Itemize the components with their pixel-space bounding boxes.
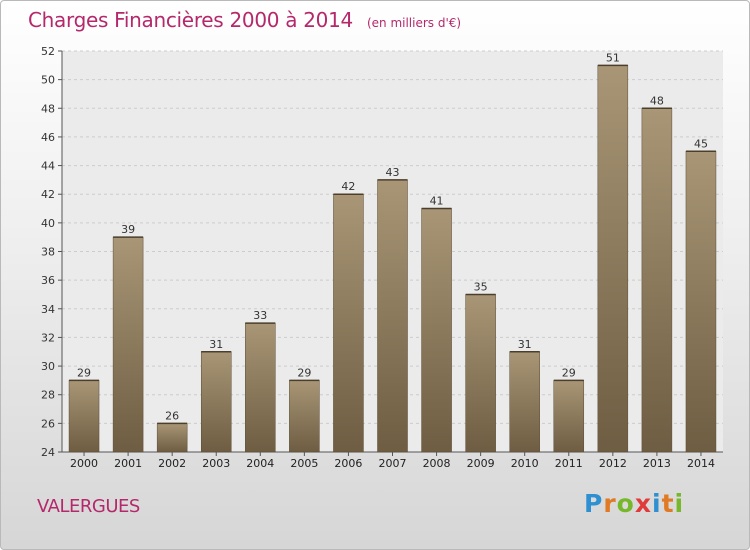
y-tick-label: 40 <box>41 217 55 230</box>
x-tick-label: 2005 <box>290 457 318 470</box>
x-tick-label: 2008 <box>423 457 451 470</box>
chart-title: Charges Financières 2000 à 2014 (en milli… <box>28 8 461 32</box>
x-tick-label: 2007 <box>379 457 407 470</box>
x-tick-label: 2006 <box>334 457 362 470</box>
bar-2005 <box>289 380 320 453</box>
logo-letter: t <box>661 489 675 518</box>
x-tick-label: 2000 <box>70 457 98 470</box>
logo-letter: i <box>674 489 685 518</box>
logo-letter: i <box>652 489 662 518</box>
y-tick-label: 42 <box>41 188 55 201</box>
data-label: 42 <box>341 180 355 193</box>
x-tick-label: 2010 <box>511 457 539 470</box>
bar-2000 <box>68 380 100 453</box>
bar-2001 <box>112 236 144 453</box>
bar-2010 <box>509 351 540 453</box>
x-tick-label: 2013 <box>643 457 671 470</box>
y-tick-label: 46 <box>41 131 55 144</box>
logo-letter: P <box>584 489 604 518</box>
data-label: 45 <box>694 137 708 150</box>
logo-letter: r <box>603 489 617 518</box>
proxiti-logo: Proxiti <box>584 489 684 518</box>
data-label: 35 <box>474 280 488 293</box>
bar-2006 <box>333 193 364 453</box>
data-label: 31 <box>518 338 532 351</box>
y-tick-label: 26 <box>41 417 55 430</box>
bar-2007 <box>377 179 408 453</box>
x-tick-label: 2012 <box>599 457 627 470</box>
bar-2014 <box>685 151 717 453</box>
x-tick-label: 2014 <box>687 457 715 470</box>
y-tick-label: 44 <box>41 160 55 173</box>
y-tick-label: 36 <box>41 274 55 287</box>
x-tick-label: 2009 <box>467 457 495 470</box>
data-label: 39 <box>121 223 135 236</box>
bar-2002 <box>156 423 188 453</box>
y-tick-label: 32 <box>41 331 55 344</box>
bar-2012 <box>597 65 629 453</box>
data-label: 48 <box>650 94 664 107</box>
data-label: 33 <box>253 309 267 322</box>
y-tick-label: 24 <box>41 446 55 459</box>
y-tick-label: 28 <box>41 389 55 402</box>
bar-2008 <box>421 208 452 453</box>
x-tick-label: 2003 <box>202 457 230 470</box>
y-tick-label: 30 <box>41 360 55 373</box>
unit-note: (en milliers d'€) <box>366 16 462 30</box>
data-label: 31 <box>209 338 223 351</box>
commune-name: VALERGUES <box>37 496 140 517</box>
x-tick-label: 2002 <box>158 457 186 470</box>
bar-2003 <box>200 351 232 453</box>
bar-2011 <box>553 380 585 453</box>
y-tick-label: 34 <box>41 303 55 316</box>
data-label: 29 <box>77 366 91 379</box>
logo-letter: o <box>616 489 635 518</box>
bar-2009 <box>465 294 496 453</box>
x-tick-label: 2011 <box>555 457 583 470</box>
x-tick-label: 2001 <box>114 457 142 470</box>
data-label: 29 <box>562 366 576 379</box>
y-tick-label: 48 <box>41 102 55 115</box>
y-tick-label: 52 <box>41 45 55 58</box>
bar-2013 <box>641 108 673 453</box>
x-tick-label: 2004 <box>246 457 274 470</box>
data-label: 43 <box>386 166 400 179</box>
title-text: Charges Financières 2000 à 2014 <box>28 8 353 32</box>
y-tick-label: 38 <box>41 246 55 259</box>
data-label: 29 <box>297 366 311 379</box>
bar-2004 <box>245 322 276 453</box>
data-label: 26 <box>165 409 179 422</box>
data-label: 51 <box>606 51 620 64</box>
data-label: 41 <box>430 195 444 208</box>
y-tick-label: 50 <box>41 74 55 87</box>
logo-letter: x <box>634 489 652 518</box>
